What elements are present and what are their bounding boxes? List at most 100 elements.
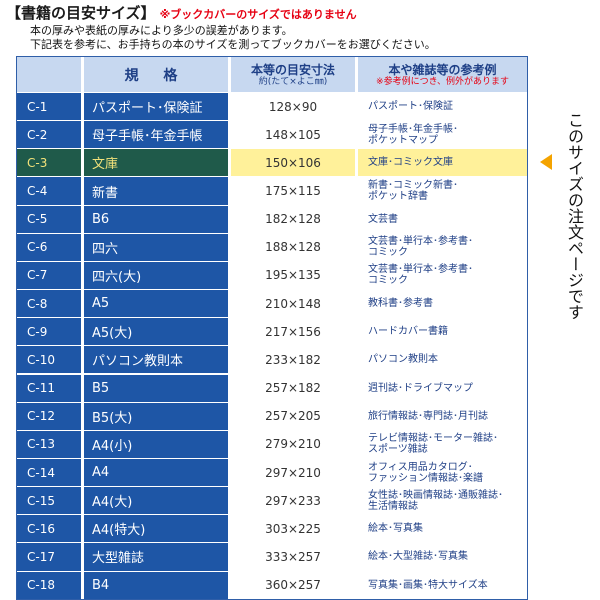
spec-cell: 新書: [84, 177, 228, 205]
size-cell: 128×90: [231, 93, 355, 121]
size-cell: 297×210: [231, 458, 355, 487]
table-row: C-14 A4 297×210 オフィス用品カタログ･ ファッション情報誌･楽譜: [17, 458, 527, 487]
table-row: C-2 母子手帳･年金手帳 148×105 母子手帳･年金手帳･ ポケットマップ: [17, 121, 527, 149]
table-row: C-8 A5 210×148 教科書･参考書: [17, 290, 527, 318]
spec-cell: A5(大): [84, 318, 228, 346]
row-separator: [17, 570, 527, 572]
spec-cell: 四六: [84, 233, 228, 261]
table-row: C-13 A4(小) 279×210 テレビ情報誌･モーター雑誌･ スポーツ雑誌: [17, 430, 527, 458]
code-cell: C-15: [17, 487, 81, 515]
code-cell: C-3: [17, 149, 81, 177]
header-spec-cell: 規 格: [84, 57, 228, 93]
code-cell: C-5: [17, 205, 81, 233]
example-cell: 文芸書: [358, 205, 527, 233]
row-separator: [17, 345, 527, 347]
size-cell: 210×148: [231, 290, 355, 318]
code-cell: C-17: [17, 543, 81, 571]
title-line: 【書籍の目安サイズ】 ※ブックカバーのサイズではありません: [6, 2, 357, 23]
size-table: 規 格 本等の目安寸法 約(たて×よこ㎜) 本や雑誌等の参考例 ※参考例につき、…: [16, 56, 528, 600]
size-cell: 148×105: [231, 121, 355, 149]
spec-cell: A4(特大): [84, 515, 228, 543]
code-cell: C-12: [17, 402, 81, 430]
spec-cell: A4: [84, 458, 228, 487]
code-cell: C-13: [17, 430, 81, 458]
code-cell: C-8: [17, 290, 81, 318]
code-cell: C-16: [17, 515, 81, 543]
row-separator: [17, 289, 527, 291]
spec-cell: B5(大): [84, 402, 228, 430]
row-separator: [17, 120, 527, 122]
size-cell: 333×257: [231, 543, 355, 571]
size-cell: 297×233: [231, 487, 355, 515]
code-cell: C-6: [17, 233, 81, 261]
header-code-cell: [17, 57, 81, 93]
row-separator: [17, 429, 527, 431]
row-separator: [17, 542, 527, 544]
example-cell: 絵本･写真集: [358, 515, 527, 543]
side-note[interactable]: このサイズの注文ページです: [565, 112, 584, 320]
example-cell: 週刊誌･ドライブマップ: [358, 374, 527, 402]
example-cell: ハードカバー書籍: [358, 318, 527, 346]
example-cell: 文芸書･単行本･参考書･ コミック: [358, 233, 527, 261]
table-row: C-12 B5(大) 257×205 旅行情報誌･専門誌･月刊誌: [17, 402, 527, 430]
example-cell: パソコン教則本: [358, 346, 527, 374]
table-row: C-17 大型雑誌 333×257 絵本･大型雑誌･写真集: [17, 543, 527, 571]
size-cell: 175×115: [231, 177, 355, 205]
page-title: 【書籍の目安サイズ】: [6, 4, 156, 22]
example-cell: オフィス用品カタログ･ ファッション情報誌･楽譜: [358, 458, 527, 487]
row-separator: [17, 373, 527, 375]
size-cell: 360×257: [231, 571, 355, 599]
size-cell: 303×225: [231, 515, 355, 543]
size-cell: 257×182: [231, 374, 355, 402]
row-separator: [17, 176, 527, 178]
table-row: C-3 文庫 150×106 文庫･コミック文庫: [17, 149, 527, 177]
row-separator: [17, 92, 527, 93]
table-row: C-15 A4(大) 297×233 女性誌･映画情報誌･通販雑誌･ 生活情報誌: [17, 487, 527, 515]
note-line-2: 下記表を参考に、お手持ちの本のサイズを測ってブックカバーをお選びください。: [30, 38, 436, 51]
arrow-left-icon: [540, 154, 552, 170]
header-example-main: 本や雑誌等の参考例: [388, 62, 497, 77]
spec-cell: パソコン教則本: [84, 346, 228, 374]
code-cell: C-18: [17, 571, 81, 599]
table-row: C-16 A4(特大) 303×225 絵本･写真集: [17, 515, 527, 543]
spec-cell: 四六(大): [84, 261, 228, 290]
table-row: C-1 パスポート･保険証 128×90 パスポート･保険証: [17, 93, 527, 121]
table-header-row: 規 格 本等の目安寸法 約(たて×よこ㎜) 本や雑誌等の参考例 ※参考例につき、…: [17, 57, 527, 93]
example-cell: 旅行情報誌･専門誌･月刊誌: [358, 402, 527, 430]
row-separator: [17, 148, 527, 150]
row-separator: [17, 317, 527, 319]
table-row: C-18 B4 360×257 写真集･画集･特大サイズ本: [17, 571, 527, 599]
note-line-1: 本の厚みや表紙の厚みにより多少の誤差があります。: [30, 24, 293, 37]
size-cell: 188×128: [231, 233, 355, 261]
code-cell: C-9: [17, 318, 81, 346]
spec-cell: パスポート･保険証: [84, 93, 228, 121]
spec-cell: 母子手帳･年金手帳: [84, 121, 228, 149]
example-cell: 母子手帳･年金手帳･ ポケットマップ: [358, 121, 527, 149]
header-size-sub: 約(たて×よこ㎜): [258, 76, 328, 87]
header-example-sub: ※参考例につき、例外があります: [376, 76, 509, 87]
example-cell: 新書･コミック新書･ ポケット辞書: [358, 177, 527, 205]
example-cell: 文芸書･単行本･参考書･ コミック: [358, 261, 527, 290]
row-separator: [17, 401, 527, 403]
spec-cell: B5: [84, 374, 228, 402]
table-row: C-6 四六 188×128 文芸書･単行本･参考書･ コミック: [17, 233, 527, 261]
header-size-main: 本等の目安寸法: [250, 62, 335, 77]
size-cell: 182×128: [231, 205, 355, 233]
size-cell: 195×135: [231, 261, 355, 290]
table-row: C-9 A5(大) 217×156 ハードカバー書籍: [17, 318, 527, 346]
table-row: C-4 新書 175×115 新書･コミック新書･ ポケット辞書: [17, 177, 527, 205]
spec-cell: 大型雑誌: [84, 543, 228, 571]
table-row: C-5 B6 182×128 文芸書: [17, 205, 527, 233]
example-cell: 絵本･大型雑誌･写真集: [358, 543, 527, 571]
code-cell: C-4: [17, 177, 81, 205]
spec-cell: B4: [84, 571, 228, 599]
example-cell: 文庫･コミック文庫: [358, 149, 527, 177]
size-cell: 257×205: [231, 402, 355, 430]
table-row: C-10 パソコン教則本 233×182 パソコン教則本: [17, 346, 527, 374]
table-row: C-7 四六(大) 195×135 文芸書･単行本･参考書･ コミック: [17, 261, 527, 290]
table-row: C-11 B5 257×182 週刊誌･ドライブマップ: [17, 374, 527, 402]
code-cell: C-7: [17, 261, 81, 290]
header-example-cell: 本や雑誌等の参考例 ※参考例につき、例外があります: [358, 57, 527, 93]
warning-text: ※ブックカバーのサイズではありません: [159, 8, 357, 21]
row-separator: [17, 204, 527, 206]
